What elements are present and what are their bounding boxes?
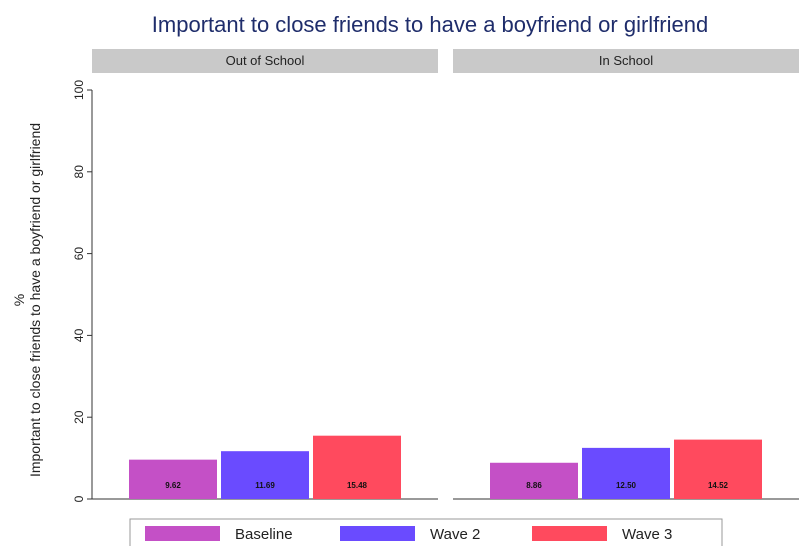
plot-area: 0 20 40 60 80 100 Out of School 9.62 11.69 15.48 I… — [72, 49, 799, 502]
y-axis-label-line-2: Important to close friends to have a boy… — [27, 123, 43, 477]
legend-swatch — [532, 526, 607, 541]
bar-label: 14.52 — [708, 481, 729, 490]
y-tick-label: 80 — [72, 165, 86, 179]
y-tick-label: 20 — [72, 410, 86, 424]
bar — [129, 459, 217, 499]
chart-title: Important to close friends to have a boy… — [152, 12, 708, 37]
bar-label: 15.48 — [347, 481, 368, 490]
panel-2: In School 8.86 12.50 14.52 — [453, 49, 799, 500]
y-tick-label: 60 — [72, 247, 86, 261]
bar-label: 12.50 — [616, 481, 637, 490]
legend-label: Wave 2 — [430, 526, 480, 543]
bar-label: 8.86 — [526, 481, 542, 490]
y-axis-label-line-1: % — [11, 294, 27, 306]
bar — [221, 451, 309, 499]
panel-1: Out of School 9.62 11.69 15.48 — [92, 49, 438, 500]
y-tick-label: 0 — [72, 495, 86, 502]
y-axis-label: % Important to close friends to have a b… — [11, 123, 43, 477]
panel-strip — [453, 49, 799, 73]
bar — [490, 462, 578, 499]
panel-strip — [92, 49, 438, 73]
legend: Baseline Wave 2 Wave 3 — [129, 518, 723, 546]
y-tick-label: 40 — [72, 328, 86, 342]
panel-strip-label: Out of School — [226, 53, 305, 68]
bar-label: 11.69 — [255, 481, 275, 490]
bar-label: 9.62 — [165, 481, 181, 490]
bar — [313, 435, 401, 499]
bar — [582, 447, 670, 499]
legend-swatch — [340, 526, 415, 541]
bar — [674, 439, 762, 499]
legend-box — [129, 518, 723, 546]
y-tick-label: 100 — [72, 80, 86, 100]
legend-swatch — [145, 526, 220, 541]
legend-label: Wave 3 — [622, 526, 672, 543]
legend-label: Baseline — [235, 526, 293, 543]
panel-strip-label: In School — [599, 53, 653, 68]
